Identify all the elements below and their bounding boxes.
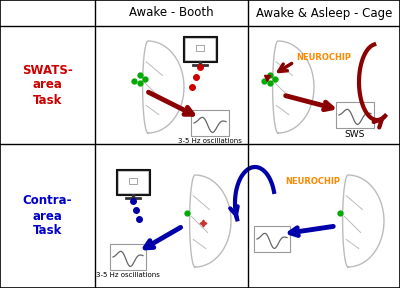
Text: NEUROCHIP: NEUROCHIP	[296, 52, 351, 62]
Bar	[183, 36, 217, 62]
Bar	[118, 171, 148, 193]
Text: Awake & Asleep - Cage: Awake & Asleep - Cage	[256, 7, 392, 20]
Bar	[254, 226, 290, 252]
Bar	[196, 45, 204, 51]
Bar	[129, 178, 137, 184]
Text: Awake - Booth: Awake - Booth	[129, 7, 214, 20]
Text: 3-5 Hz oscillations: 3-5 Hz oscillations	[178, 138, 242, 144]
Text: SWATS-
area
Task: SWATS- area Task	[22, 63, 73, 107]
Text: Contra-
area
Task: Contra- area Task	[23, 194, 72, 238]
Text: 3-5 Hz oscillations: 3-5 Hz oscillations	[96, 272, 160, 278]
Bar	[191, 110, 229, 136]
Bar	[116, 169, 150, 195]
Text: SWS: SWS	[345, 130, 365, 139]
Text: NEUROCHIP: NEUROCHIP	[286, 177, 340, 185]
Bar	[185, 38, 215, 60]
Bar	[336, 102, 374, 128]
Bar	[110, 244, 146, 270]
